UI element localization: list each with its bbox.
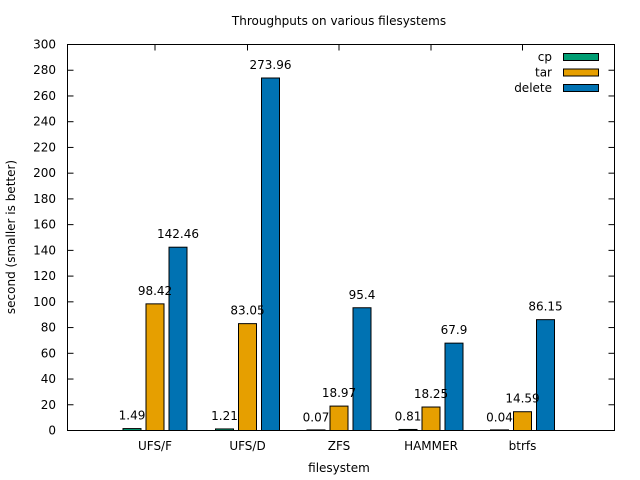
y-tick-label: 160: [33, 218, 56, 232]
legend-swatch-delete: [563, 84, 599, 92]
bar-delete: [168, 246, 188, 431]
data-label-delete: 142.46: [157, 227, 199, 241]
bar-tar: [421, 406, 441, 432]
data-label-tar: 18.97: [322, 386, 356, 400]
legend-label-tar: tar: [535, 66, 552, 80]
y-tick-label: 140: [33, 243, 56, 257]
y-axis-title: second (smaller is better): [4, 160, 18, 314]
plot-frame: [67, 44, 615, 431]
y-tick-label: 200: [33, 166, 56, 180]
data-label-delete: 86.15: [528, 300, 562, 314]
x-tick-label: HAMMER: [404, 439, 458, 453]
bar-delete: [352, 307, 372, 432]
legend-swatch-tar: [563, 68, 599, 77]
data-label-tar: 14.59: [505, 392, 539, 406]
x-tick-label: UFS/F: [138, 439, 172, 453]
y-tick-label: 120: [33, 269, 56, 283]
bar-delete: [536, 319, 555, 431]
y-tick-label: 180: [33, 192, 56, 206]
bar-tar: [145, 303, 165, 432]
legend-label-cp: cp: [538, 50, 552, 64]
y-tick-label: 80: [41, 321, 56, 335]
bar-tar: [238, 323, 257, 431]
bar-tar: [329, 405, 349, 431]
y-tick-label: 40: [41, 372, 56, 386]
data-label-delete: 273.96: [250, 58, 292, 72]
x-tick-label: UFS/D: [229, 439, 265, 453]
data-label-cp: 1.49: [119, 409, 146, 423]
data-label-cp: 1.21: [211, 409, 238, 423]
data-label-tar: 83.05: [230, 304, 264, 318]
x-tick-label: ZFS: [328, 439, 351, 453]
bar-delete: [261, 77, 280, 432]
legend-label-delete: delete: [514, 81, 552, 95]
x-axis-title: filesystem: [308, 461, 370, 475]
data-label-delete: 67.9: [441, 323, 468, 337]
y-tick-label: 280: [33, 63, 56, 77]
x-tick-label: btrfs: [509, 439, 537, 453]
data-label-delete: 95.4: [349, 288, 376, 302]
data-label-tar: 98.42: [138, 284, 172, 298]
data-label-tar: 18.25: [414, 387, 448, 401]
y-tick-label: 300: [33, 38, 56, 52]
legend-swatch-cp: [563, 53, 599, 61]
bars: [122, 77, 555, 432]
y-tick-label: 220: [33, 140, 56, 154]
data-label-cp: 0.07: [303, 410, 330, 424]
y-tick-label: 240: [33, 115, 56, 129]
data-labels: 1.49 98.42 142.46 1.21 83.05 273.96 0.07 18.97 9…: [119, 58, 563, 424]
y-tick-label: 60: [41, 346, 56, 360]
data-label-cp: 0.04: [486, 410, 513, 424]
y-tick-label: 260: [33, 89, 56, 103]
y-tick-label: 0: [48, 424, 56, 438]
data-label-cp: 0.81: [395, 409, 422, 423]
y-tick-label: 20: [41, 398, 56, 412]
y-tick-label: 100: [33, 295, 56, 309]
bar-tar: [513, 411, 532, 432]
x-axis-ticks: UFS/F UFS/D ZFS HAMMER btrfs: [138, 44, 537, 453]
chart-title: Throughputs on various filesystems: [231, 14, 446, 28]
y-axis-ticks: 0 20 40 60 80 100 120 140 160 180 200 220 240 260 280 3…: [33, 38, 615, 438]
